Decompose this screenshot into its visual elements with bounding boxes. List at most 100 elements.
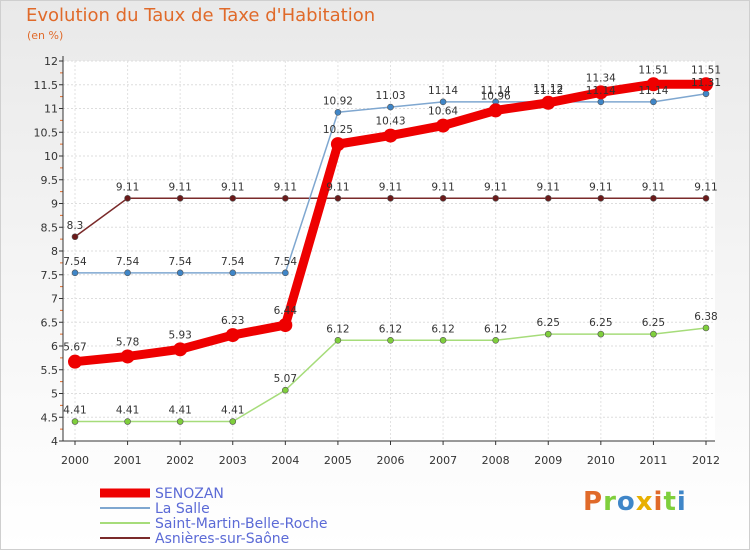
data-point: [439, 98, 447, 106]
x-tick-label: 2008: [482, 454, 510, 467]
chart-title: Evolution du Taux de Taxe d'Habitation: [26, 5, 376, 26]
data-label: 6.25: [642, 317, 665, 329]
x-tick-label: 2011: [639, 454, 667, 467]
data-label: 11.14: [586, 85, 616, 97]
data-point: [282, 269, 289, 277]
y-tick-label: 9: [51, 198, 58, 211]
data-label: 6.25: [589, 317, 612, 329]
data-label: 11.12: [533, 83, 563, 95]
y-tick-label: 11.5: [34, 79, 59, 92]
data-point: [702, 90, 710, 98]
data-label: 5.78: [116, 336, 139, 348]
legend-label: Saint-Martin-Belle-Roche: [155, 516, 328, 532]
data-point: [176, 269, 184, 277]
data-point: [173, 342, 188, 357]
data-point: [71, 233, 79, 241]
data-point: [124, 418, 131, 425]
data-point: [702, 194, 710, 202]
data-point: [650, 330, 657, 338]
data-label: 11.14: [428, 85, 458, 97]
data-point: [176, 194, 184, 202]
y-tick-label: 7: [51, 293, 58, 306]
data-point: [124, 269, 131, 277]
data-point: [488, 103, 503, 118]
chart-subtitle: (en %): [27, 29, 64, 42]
data-label: 10.96: [481, 90, 511, 102]
data-point: [225, 328, 240, 343]
data-label: 4.41: [116, 405, 139, 417]
data-point: [650, 194, 657, 202]
data-label: 9.11: [431, 181, 454, 193]
data-label: 9.11: [274, 181, 297, 193]
data-label: 11.14: [638, 85, 668, 97]
data-point: [120, 349, 135, 364]
data-label: 9.11: [326, 181, 349, 193]
data-label: 4.41: [63, 405, 86, 417]
data-label: 9.11: [642, 181, 665, 193]
data-label: 6.23: [221, 315, 244, 327]
x-tick-label: 2000: [61, 454, 89, 467]
legend-label: Asnières-sur-Saône: [155, 531, 289, 547]
legend-label: La Salle: [155, 501, 210, 517]
data-point: [124, 194, 131, 202]
data-label: 8.3: [67, 220, 84, 232]
data-label: 7.54: [63, 256, 87, 268]
data-label: 9.11: [694, 181, 717, 193]
series-layer: [68, 77, 713, 425]
data-point: [278, 318, 293, 333]
logo-letter: o: [616, 487, 636, 517]
data-point: [229, 194, 237, 202]
y-tick-label: 6.5: [41, 316, 59, 329]
data-label: 5.93: [168, 329, 191, 341]
data-label: 6.12: [484, 323, 507, 335]
data-label: 7.54: [168, 256, 192, 268]
data-point: [650, 98, 657, 106]
data-label: 5.07: [274, 373, 297, 385]
data-point: [71, 269, 79, 277]
data-label: 7.54: [274, 256, 298, 268]
data-point: [439, 336, 447, 344]
x-tick-label: 2009: [534, 454, 562, 467]
data-point: [330, 137, 345, 152]
x-tick-label: 2001: [114, 454, 142, 467]
axes: 4 4.5 5 5.5 6 6.5 7 7.5 8 8.5 9 9.5 10 10.5 11 11.5 12 20…: [34, 55, 721, 467]
data-point: [282, 194, 289, 202]
data-label: 11.14: [481, 85, 511, 97]
data-label: 9.11: [379, 181, 402, 193]
data-point: [334, 109, 342, 116]
data-point: [282, 386, 289, 394]
data-point: [383, 128, 398, 143]
y-tick-label: 8.5: [41, 221, 59, 234]
x-tick-label: 2006: [377, 454, 405, 467]
y-tick-label: 10: [44, 150, 58, 163]
logo-letter: i: [676, 487, 687, 517]
data-label: 11.34: [586, 72, 616, 84]
data-label: 6.25: [537, 317, 560, 329]
data-point: [492, 336, 499, 344]
data-point: [71, 418, 79, 425]
data-point: [439, 194, 447, 202]
data-label: 9.11: [116, 181, 139, 193]
data-point: [597, 194, 605, 202]
grid: [63, 60, 715, 442]
y-tick-label: 8: [51, 245, 58, 258]
data-label: 11.03: [375, 90, 405, 102]
y-tick-label: 11: [44, 103, 58, 116]
data-point: [597, 330, 605, 338]
y-tick-label: 6: [51, 340, 58, 353]
x-tick-label: 2012: [692, 454, 720, 467]
data-label: 11.51: [638, 64, 668, 76]
proxiti-logo: Proxiti: [583, 487, 687, 517]
data-label: 9.11: [168, 181, 191, 193]
logo-letter: i: [653, 487, 664, 517]
y-tick-label: 5: [51, 388, 58, 401]
logo-letter: P: [583, 487, 604, 517]
data-label: 11.31: [691, 77, 721, 89]
data-point: [68, 354, 82, 369]
data-label: 9.11: [221, 181, 244, 193]
logo-letter: r: [603, 487, 617, 517]
data-label: 6.12: [379, 323, 402, 335]
x-tick-label: 2005: [324, 454, 352, 467]
x-tick-label: 2002: [166, 454, 194, 467]
